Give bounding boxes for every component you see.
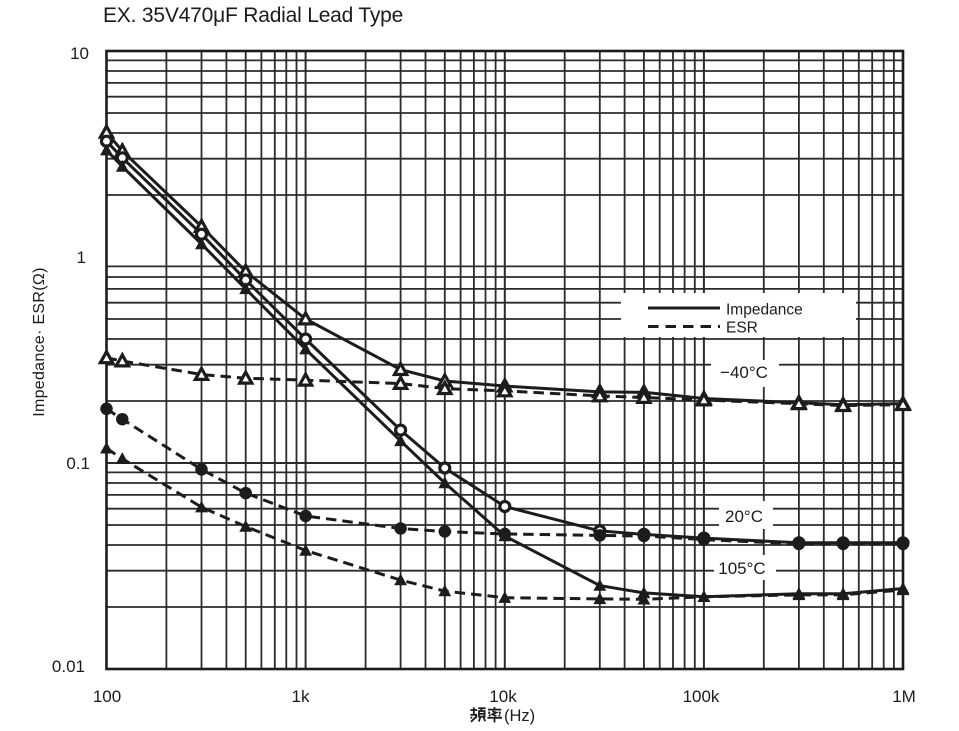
svg-text:ESR: ESR — [726, 320, 758, 337]
svg-text:0.01: 0.01 — [52, 657, 85, 676]
svg-text:−40°C: −40°C — [720, 363, 768, 382]
svg-text:1: 1 — [77, 248, 86, 267]
svg-text:100: 100 — [93, 687, 121, 706]
svg-text:1k: 1k — [292, 687, 310, 706]
svg-text:Impedance· ESR(Ω): Impedance· ESR(Ω) — [31, 267, 48, 417]
svg-text:105°C: 105°C — [718, 559, 765, 578]
svg-text:Impedance: Impedance — [726, 302, 803, 319]
svg-text:0.1: 0.1 — [66, 454, 90, 473]
svg-text:(Hz): (Hz) — [504, 707, 535, 725]
svg-text:1M: 1M — [892, 687, 916, 706]
svg-text:10: 10 — [70, 44, 89, 63]
svg-text:20°C: 20°C — [725, 507, 763, 526]
svg-text:10k: 10k — [489, 687, 517, 706]
svg-text:100k: 100k — [683, 687, 720, 706]
